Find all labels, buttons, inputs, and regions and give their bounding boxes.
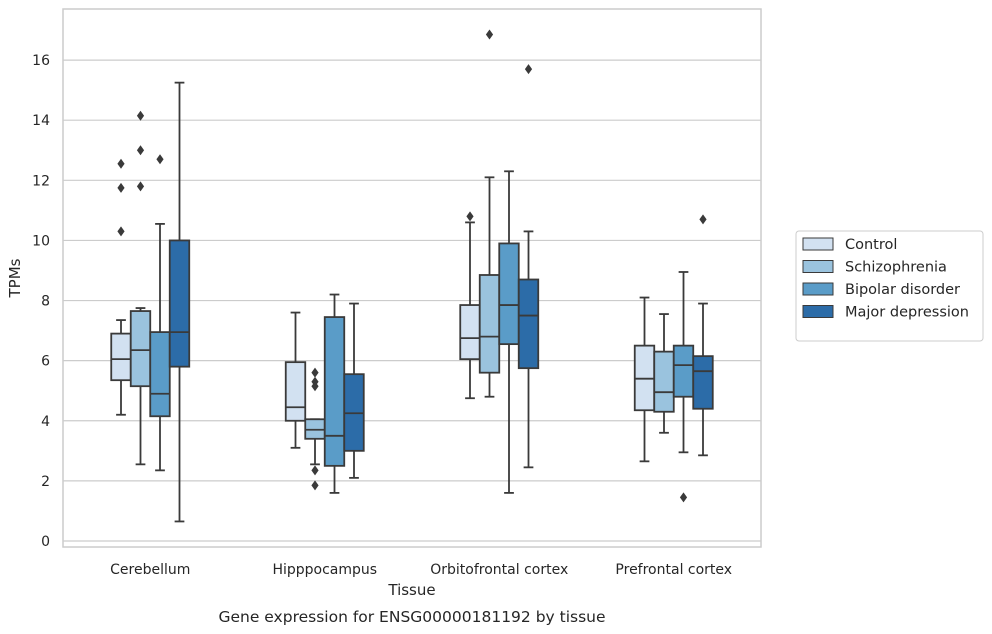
figure-caption: Gene expression for ENSG00000181192 by t… bbox=[218, 608, 605, 626]
box-major-depression bbox=[692, 214, 714, 457]
outlier-point bbox=[117, 226, 125, 237]
box-body bbox=[672, 344, 695, 398]
x-tick-label: Hipppocampus bbox=[272, 562, 377, 578]
box-body bbox=[459, 304, 481, 361]
y-tick-label: 0 bbox=[41, 534, 50, 550]
legend-label: Bipolar disorder bbox=[845, 282, 960, 298]
y-axis-label: TPMs bbox=[6, 258, 24, 298]
box-major-depression bbox=[517, 64, 540, 469]
box-body bbox=[653, 350, 675, 413]
box-schizophrenia bbox=[653, 313, 675, 434]
y-tick-label: 14 bbox=[32, 113, 50, 129]
box-body bbox=[692, 355, 714, 410]
box-bipolar-disorder bbox=[149, 154, 171, 472]
legend-swatch bbox=[802, 237, 834, 251]
outlier-point bbox=[311, 480, 319, 491]
x-tick-label: Prefrontal cortex bbox=[615, 562, 732, 578]
box-bipolar-disorder bbox=[672, 271, 695, 503]
box-bipolar-disorder bbox=[498, 170, 520, 494]
y-tick-label: 10 bbox=[32, 233, 50, 249]
y-grid-lines bbox=[63, 59, 761, 542]
y-tick-label: 12 bbox=[32, 173, 50, 189]
outlier-point bbox=[156, 154, 164, 165]
plot-frame bbox=[62, 8, 762, 548]
box-body bbox=[110, 332, 132, 382]
x-axis-label: Tissue bbox=[387, 581, 435, 599]
box-major-depression bbox=[168, 81, 191, 523]
outlier-point bbox=[311, 465, 319, 476]
outlier-point bbox=[524, 64, 533, 75]
box-body bbox=[129, 310, 152, 388]
box-body bbox=[149, 331, 171, 418]
legend-frame bbox=[795, 230, 984, 342]
outlier-point bbox=[117, 158, 125, 169]
outlier-point bbox=[136, 181, 145, 192]
y-tick-label: 2 bbox=[41, 474, 50, 490]
box-bipolar-disorder bbox=[323, 293, 346, 494]
box-schizophrenia bbox=[129, 110, 152, 466]
legend: Control Schizophrenia Bipolar disorder Majo… bbox=[795, 230, 984, 342]
outlier-point bbox=[311, 376, 319, 387]
box-body bbox=[517, 278, 540, 370]
y-tick-label: 4 bbox=[41, 414, 50, 430]
y-tick-label: 6 bbox=[41, 354, 50, 370]
box-control bbox=[284, 311, 307, 449]
y-tick-label: 16 bbox=[32, 53, 50, 69]
box-control bbox=[110, 158, 132, 416]
box-schizophrenia bbox=[304, 367, 326, 491]
outlier-point bbox=[117, 182, 125, 193]
legend-label: Major depression bbox=[845, 305, 969, 321]
box-body bbox=[323, 316, 346, 467]
outlier-point bbox=[136, 110, 145, 121]
legend-swatch bbox=[802, 260, 834, 273]
outlier-point bbox=[679, 492, 688, 503]
box-body bbox=[168, 239, 191, 368]
box-body bbox=[498, 242, 520, 346]
box-groups bbox=[110, 29, 714, 523]
y-tick-label: 8 bbox=[41, 294, 50, 310]
x-tick-label: Cerebellum bbox=[110, 562, 190, 578]
legend-label: Control bbox=[845, 237, 897, 253]
box-schizophrenia bbox=[478, 29, 501, 398]
outlier-point bbox=[136, 145, 145, 156]
legend-swatch bbox=[802, 305, 834, 318]
box-body bbox=[478, 274, 501, 374]
box-control bbox=[459, 211, 481, 400]
axis-ticks: 0 2 4 6 8 10 12 14 16 Cerebellum Hipppocampus Orbit… bbox=[32, 53, 732, 578]
outlier-point bbox=[466, 211, 474, 222]
box-major-depression bbox=[343, 302, 365, 479]
outlier-point bbox=[485, 29, 494, 40]
box-body bbox=[284, 361, 307, 422]
legend-label: Schizophrenia bbox=[845, 260, 947, 276]
legend-swatch bbox=[802, 282, 834, 296]
box-control bbox=[633, 296, 656, 463]
outlier-point bbox=[699, 214, 707, 225]
x-tick-label: Orbitofrontal cortex bbox=[430, 562, 568, 578]
outlier-point bbox=[311, 367, 319, 378]
